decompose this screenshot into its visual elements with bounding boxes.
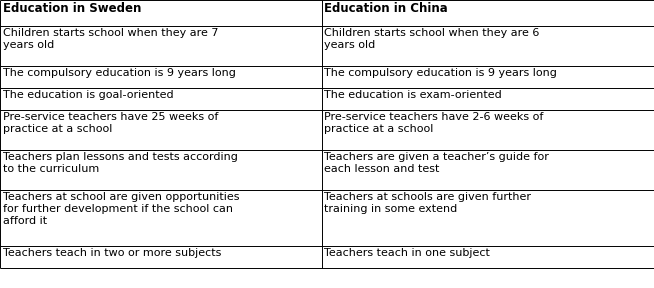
- Text: Education in Sweden: Education in Sweden: [3, 2, 141, 15]
- Text: The education is exam-oriented: The education is exam-oriented: [324, 90, 502, 100]
- Text: Teachers at school are given opportunities
for further development if the school: Teachers at school are given opportuniti…: [3, 192, 239, 226]
- Text: Teachers are given a teacher’s guide for
each lesson and test: Teachers are given a teacher’s guide for…: [324, 152, 549, 174]
- Text: The education is goal-oriented: The education is goal-oriented: [3, 90, 173, 100]
- Text: Children starts school when they are 7
years old: Children starts school when they are 7 y…: [3, 28, 218, 50]
- Text: Education in China: Education in China: [324, 2, 448, 15]
- Text: Teachers plan lessons and tests according
to the curriculum: Teachers plan lessons and tests accordin…: [3, 152, 237, 174]
- Text: Teachers teach in one subject: Teachers teach in one subject: [324, 248, 490, 258]
- Text: Pre-service teachers have 2-6 weeks of
practice at a school: Pre-service teachers have 2-6 weeks of p…: [324, 112, 543, 134]
- Text: The compulsory education is 9 years long: The compulsory education is 9 years long: [324, 68, 557, 78]
- Text: Children starts school when they are 6
years old: Children starts school when they are 6 y…: [324, 28, 540, 50]
- Text: Pre-service teachers have 25 weeks of
practice at a school: Pre-service teachers have 25 weeks of pr…: [3, 112, 218, 134]
- Text: The compulsory education is 9 years long: The compulsory education is 9 years long: [3, 68, 235, 78]
- Text: Teachers teach in two or more subjects: Teachers teach in two or more subjects: [3, 248, 221, 258]
- Text: Teachers at schools are given further
training in some extend: Teachers at schools are given further tr…: [324, 192, 532, 214]
